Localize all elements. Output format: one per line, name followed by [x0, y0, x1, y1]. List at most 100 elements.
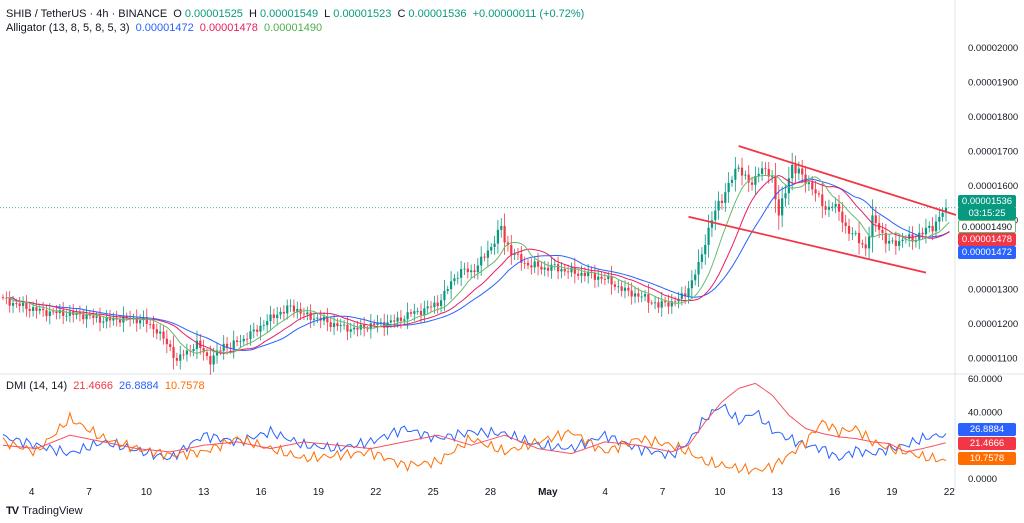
- time-axis-tick: 16: [829, 487, 841, 498]
- candle-body: [269, 314, 272, 322]
- candle-body: [453, 278, 456, 282]
- dmi-axis-tick: 40.0000: [968, 407, 1002, 418]
- candle-body: [165, 338, 168, 345]
- candle-body: [630, 290, 633, 297]
- candle-body: [179, 354, 182, 361]
- alligator-jaw-tag: 0.00001472: [958, 246, 1016, 259]
- dmi-plus-line: [2, 403, 947, 461]
- candle-body: [423, 308, 426, 315]
- candle-body: [463, 268, 466, 270]
- candle-body: [898, 241, 901, 246]
- candle-body: [757, 173, 760, 176]
- time-axis-tick: 16: [256, 487, 268, 498]
- candle-body: [714, 210, 717, 221]
- alligator-jaw-line: [9, 178, 950, 352]
- time-axis-tick: 4: [602, 487, 608, 498]
- candle-body: [536, 261, 540, 267]
- candle-body: [647, 294, 650, 303]
- candle-body: [670, 301, 673, 307]
- candle-body: [553, 264, 556, 266]
- candle-body: [446, 289, 449, 291]
- dmi-axis-tick: 0.0000: [968, 474, 997, 485]
- ohlc-open-label: O: [173, 8, 182, 20]
- symbol-header: SHIB / TetherUS · 4h · BINANCE O 0.000015…: [6, 8, 587, 21]
- countdown-tag: 03:15:25: [958, 207, 1016, 220]
- candle-body: [85, 314, 88, 320]
- candle-body: [687, 288, 690, 297]
- candle-body: [416, 310, 419, 312]
- time-axis-tick: May: [538, 487, 558, 498]
- candle-body: [35, 307, 38, 311]
- candle-body: [292, 305, 296, 312]
- candle-body: [717, 200, 720, 211]
- candle-body: [62, 310, 65, 316]
- candle-body: [650, 302, 653, 304]
- symbol-title[interactable]: SHIB / TetherUS · 4h · BINANCE: [6, 8, 168, 20]
- candle-body: [934, 221, 938, 232]
- time-axis-tick: 28: [485, 487, 497, 498]
- candle-body: [580, 272, 583, 276]
- candle-body: [209, 355, 212, 365]
- candle-body: [433, 302, 436, 308]
- candle-body: [11, 303, 15, 306]
- candle-body: [600, 276, 603, 279]
- candle-body: [771, 176, 774, 178]
- dmi-minus-tag: 10.7578: [958, 452, 1016, 465]
- candle-body: [941, 212, 944, 217]
- candle-body: [610, 276, 613, 285]
- candle-body: [533, 261, 536, 268]
- candle-body: [720, 200, 724, 203]
- candle-body: [847, 225, 851, 234]
- candle-body: [744, 174, 747, 176]
- candle-body: [155, 329, 158, 334]
- candle-body: [369, 323, 372, 330]
- candle-body: [560, 269, 563, 272]
- time-axis-tick: 4: [29, 487, 35, 498]
- alligator-lips-value: 0.00001490: [263, 22, 323, 34]
- candle-body: [262, 325, 265, 326]
- candle-body: [643, 294, 647, 297]
- candle-body: [202, 347, 205, 353]
- candle-body: [302, 313, 306, 315]
- candle-body: [911, 234, 914, 242]
- alligator-label[interactable]: Alligator (13, 8, 5, 8, 5, 3): [6, 22, 130, 34]
- candle-body: [764, 168, 767, 170]
- candle-body: [225, 343, 229, 348]
- time-axis-tick: 7: [660, 487, 666, 498]
- candle-body: [807, 182, 810, 185]
- candle-body: [767, 168, 770, 177]
- candle-body: [52, 311, 55, 313]
- tradingview-brand[interactable]: TV TradingView: [6, 505, 83, 517]
- dmi-label[interactable]: DMI (14, 14): [6, 380, 68, 392]
- candle-body: [172, 346, 175, 358]
- candle-body: [483, 256, 486, 258]
- candle-body: [653, 302, 657, 304]
- candle-body: [526, 262, 530, 266]
- candle-body: [914, 240, 918, 242]
- candle-body: [25, 302, 28, 309]
- candle-body: [312, 318, 316, 320]
- time-axis-tick: 22: [944, 487, 956, 498]
- ohlc-low-value: 0.00001523: [333, 8, 392, 20]
- candle-body: [246, 338, 249, 340]
- candle-body: [162, 331, 165, 339]
- candle-body: [252, 329, 255, 332]
- candle-body: [242, 338, 245, 342]
- candle-body: [734, 168, 737, 180]
- candle-body: [95, 316, 98, 318]
- candle-body: [266, 321, 269, 326]
- ohlc-open-value: 0.00001525: [184, 8, 243, 20]
- candle-body: [31, 307, 35, 311]
- candle-body: [784, 193, 787, 199]
- candle-body: [142, 317, 145, 321]
- candle-body: [837, 203, 841, 212]
- candle-body: [342, 324, 346, 326]
- time-axis-tick: 7: [86, 487, 92, 498]
- candle-body: [737, 167, 740, 169]
- candle-body: [376, 322, 379, 326]
- candle-body: [68, 311, 71, 316]
- candle-body: [516, 253, 520, 255]
- candle-body: [627, 287, 630, 291]
- candle-body: [931, 225, 934, 232]
